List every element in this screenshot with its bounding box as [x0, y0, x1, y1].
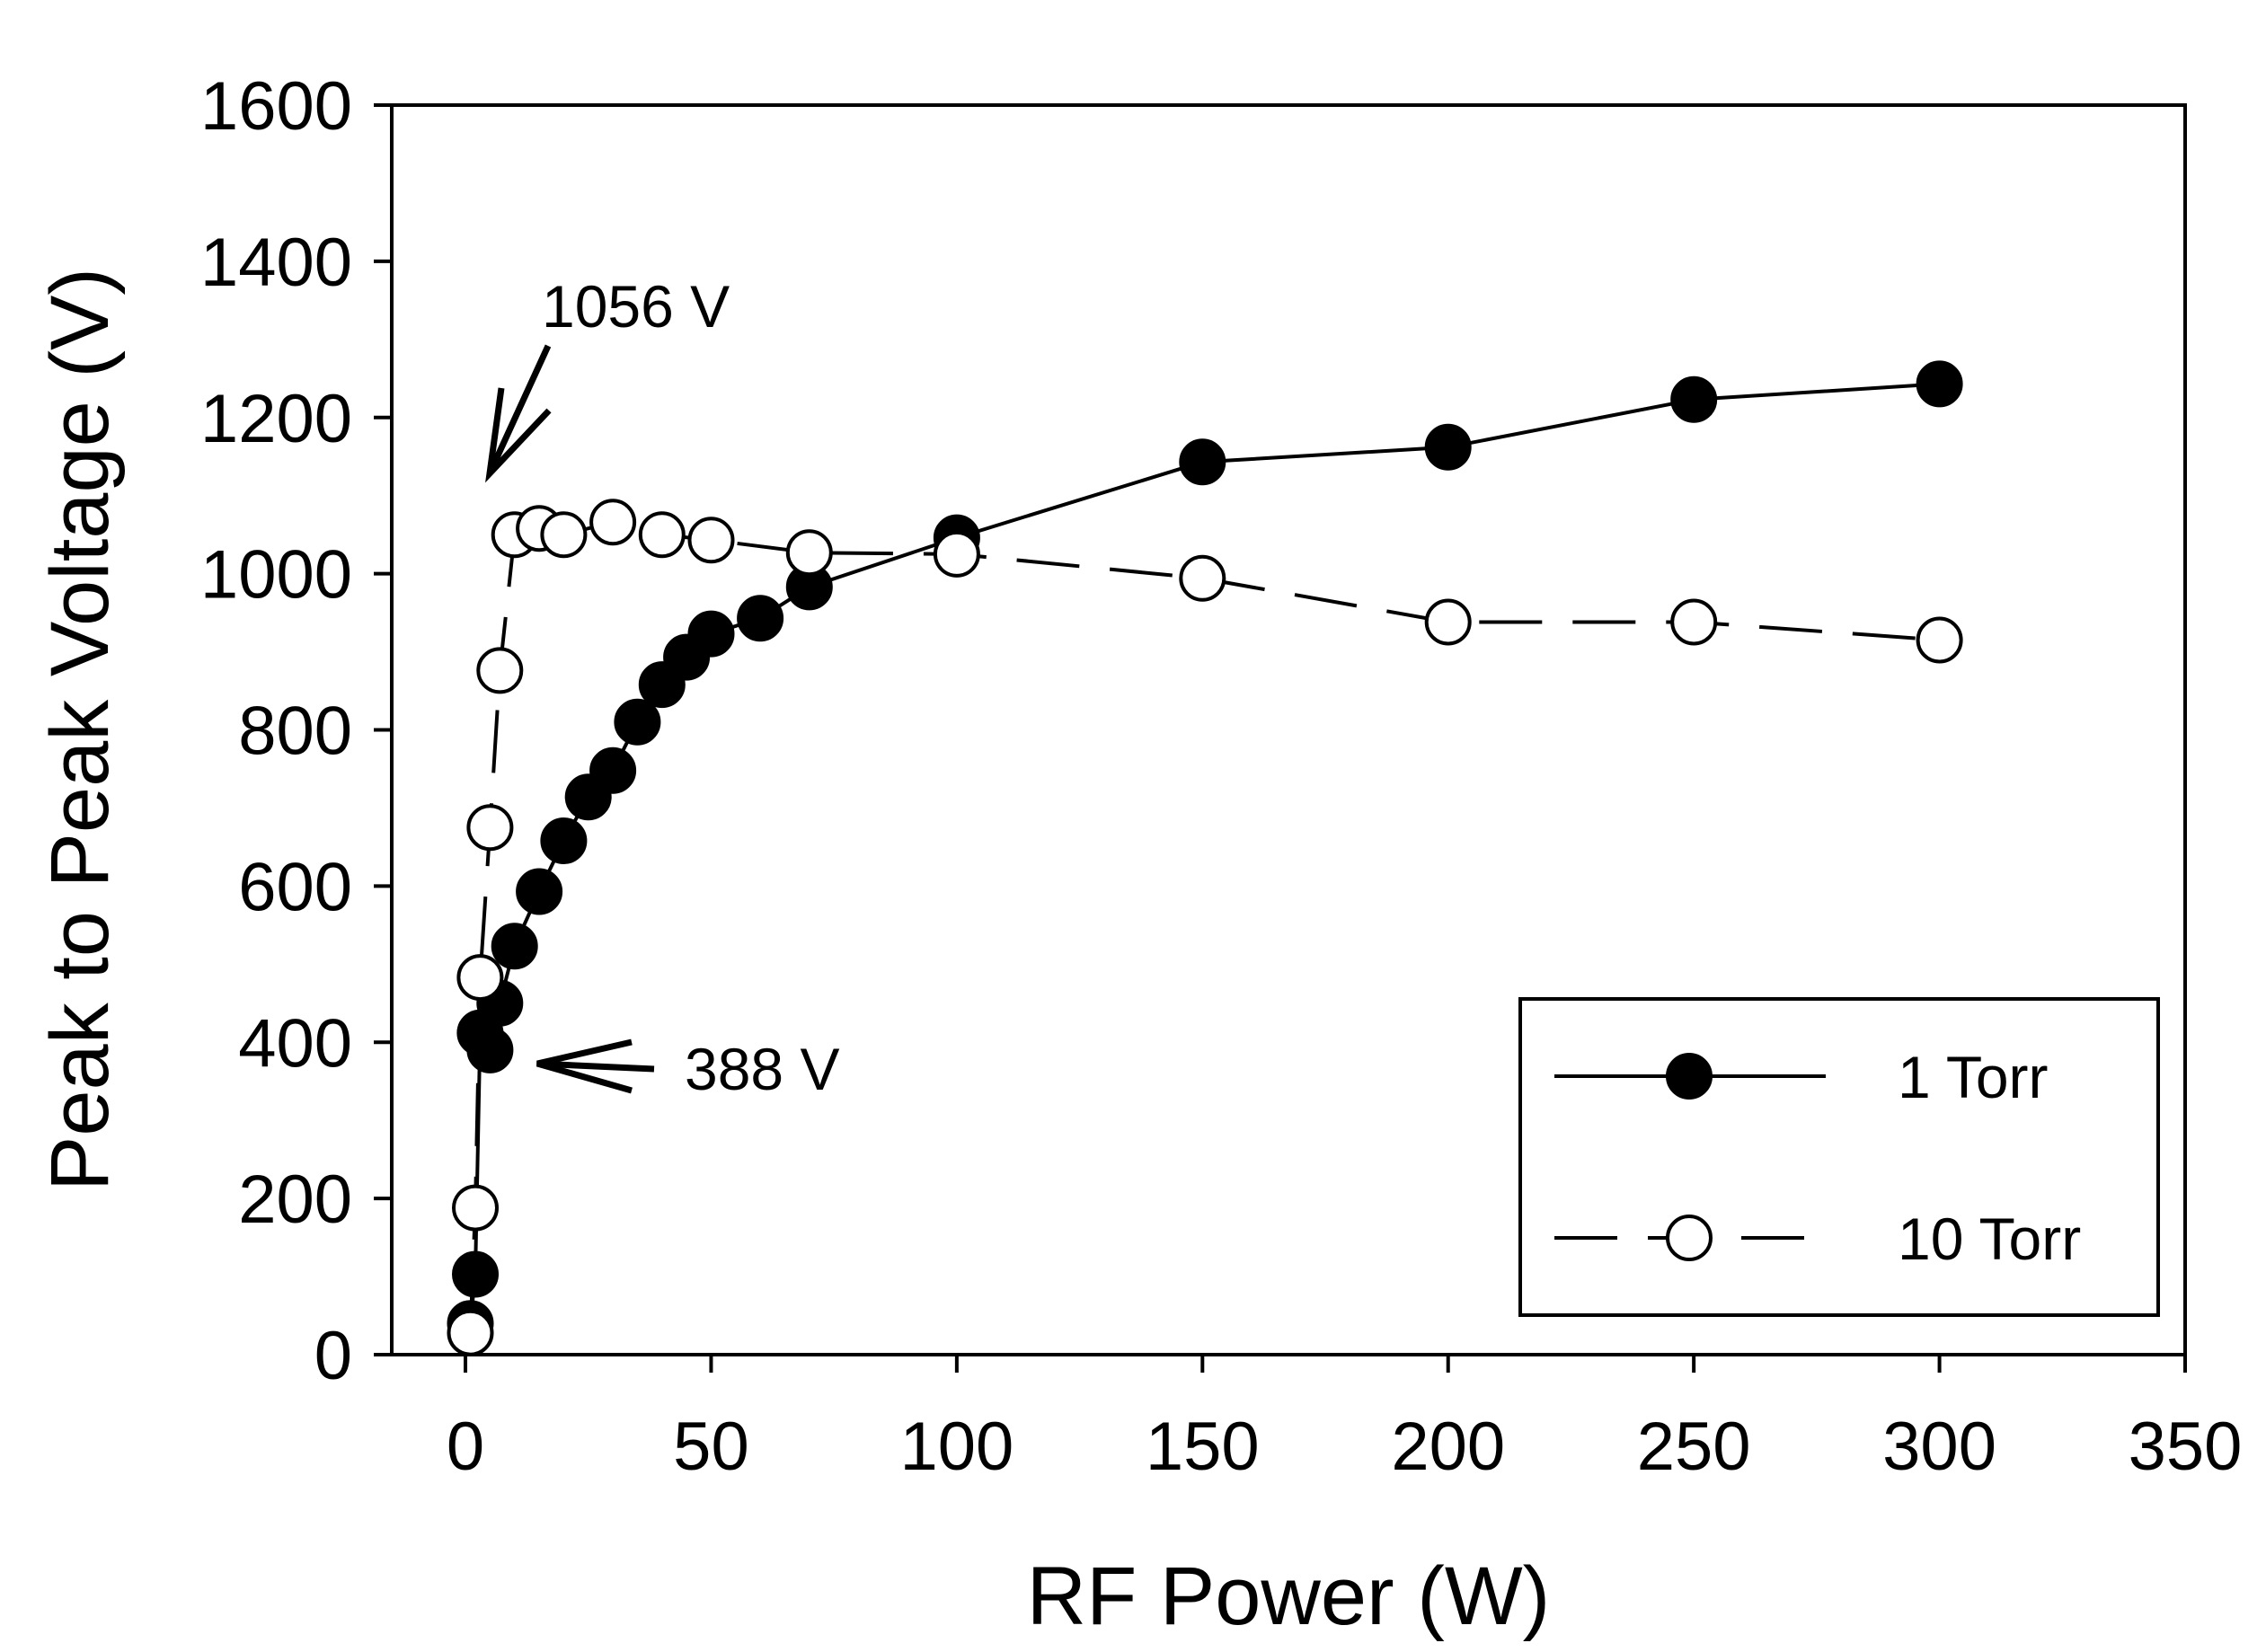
data-point-10-torr	[1670, 598, 1718, 646]
data-point-1-torr	[1424, 423, 1472, 471]
annotation-1056v-arrowhead	[485, 387, 552, 483]
data-point-10-torr	[447, 1309, 494, 1356]
data-point-10-torr	[638, 511, 686, 559]
y-tick-label: 200	[238, 1162, 352, 1238]
data-point-1-torr	[466, 1026, 514, 1073]
x-tick-label: 50	[673, 1409, 749, 1485]
y-axis-title: Peak to Peak Voltage (V)	[34, 268, 126, 1191]
legend-marker-1-torr	[1666, 1053, 1713, 1100]
data-point-10-torr	[785, 529, 833, 577]
y-tick-label: 1600	[200, 68, 352, 145]
y-tick-label: 800	[238, 693, 352, 770]
annotation-1056v: 1056 V	[485, 273, 730, 483]
y-tick-label: 400	[238, 1005, 352, 1082]
data-point-1-torr	[452, 1250, 499, 1298]
x-tick-label: 150	[1146, 1409, 1260, 1485]
data-point-1-torr	[1916, 360, 1963, 408]
x-tick-label: 350	[2129, 1409, 2243, 1485]
data-point-1-torr	[687, 610, 735, 658]
legend-label-1-torr: 1 Torr	[1898, 1044, 2049, 1110]
data-point-1-torr	[1179, 438, 1226, 486]
data-point-10-torr	[456, 954, 504, 1002]
annotation-1056v-label: 1056 V	[542, 273, 730, 340]
data-point-10-torr	[687, 517, 735, 564]
data-point-1-torr	[1670, 375, 1718, 423]
data-point-1-torr	[540, 817, 588, 864]
y-tick-label: 600	[238, 849, 352, 925]
x-axis-title: RF Power (W)	[1027, 1550, 1551, 1642]
y-tick-label: 1400	[200, 225, 352, 301]
data-point-1-torr	[614, 698, 661, 746]
legend: 1 Torr 10 Torr	[1518, 997, 2160, 1317]
y-tick-label: 1200	[200, 381, 352, 457]
y-tick-label: 0	[314, 1318, 352, 1394]
annotation-1056v-arrow-shaft	[486, 344, 552, 475]
data-point-1-torr	[516, 868, 563, 915]
x-tick-label: 200	[1391, 1409, 1505, 1485]
annotation-388v: 388 V	[536, 1036, 839, 1102]
data-point-10-torr	[452, 1184, 499, 1232]
data-point-1-torr	[491, 923, 538, 970]
legend-label-10-torr: 10 Torr	[1898, 1206, 2081, 1272]
data-point-10-torr	[1179, 554, 1226, 602]
x-tick-label: 300	[1882, 1409, 1996, 1485]
x-tick-label: 250	[1637, 1409, 1751, 1485]
x-tick-label: 100	[899, 1409, 1014, 1485]
data-point-10-torr	[1916, 616, 1963, 664]
annotation-388v-label: 388 V	[685, 1036, 839, 1102]
data-point-1-torr	[589, 746, 637, 794]
legend-marker-10-torr	[1666, 1215, 1713, 1261]
annotation-388v-arrowhead	[536, 1038, 633, 1094]
data-point-10-torr	[476, 647, 524, 694]
legend-entry-1-torr: 1 Torr	[1554, 1044, 2049, 1110]
data-point-10-torr	[466, 804, 514, 852]
annotation-388v-arrow-shaft	[536, 1060, 655, 1073]
x-tick-label: 0	[447, 1409, 484, 1485]
data-point-10-torr	[1424, 598, 1472, 646]
axes: 0 50 100 150 200 250 300 350 0 200 400 600 800 1000 12…	[200, 68, 2242, 1485]
y-tick-label: 1000	[200, 537, 352, 614]
data-point-10-torr	[589, 499, 637, 546]
legend-entry-10-torr: 10 Torr	[1554, 1206, 2081, 1272]
legend-box	[1518, 997, 2160, 1317]
data-point-1-torr	[737, 595, 784, 642]
data-point-10-torr	[540, 511, 588, 559]
series-layer	[447, 360, 1963, 1356]
data-point-10-torr	[933, 530, 980, 578]
